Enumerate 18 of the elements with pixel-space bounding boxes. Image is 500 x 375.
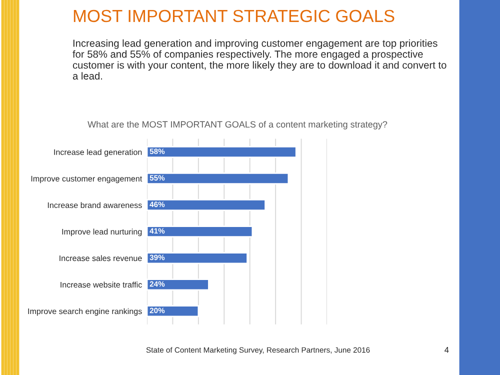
x-axis-title: What are the MOST IMPORTANT GOALS of a content marketing strategy?	[88, 120, 388, 130]
bar	[147, 199, 266, 212]
chart-title: MOST IMPORTANT STRATEGIC GOALS	[74, 10, 394, 22]
y-tick-label: Increase brand awareness	[48, 202, 142, 208]
chart-subtitle: Increasing lead generation and improving customer engagement are top priorities for 58% and 55% of companies respectively. The more engaged a prospective customer is with your content, the more likely they are to download it and convert to a lead.	[72, 39, 446, 80]
y-tick-label: Increase sales revenue	[60, 255, 142, 262]
y-tick-label: Increase lead generation	[54, 149, 142, 157]
bar	[147, 305, 200, 318]
y-tick-label: Improve search engine rankings	[28, 308, 142, 316]
text: 4	[444, 347, 449, 353]
y-tick-label: Improve lead nurturing	[62, 228, 142, 236]
y-tick-label: Improve customer engagement	[31, 176, 142, 184]
y-tick-label: Increase website traffic	[60, 282, 142, 288]
bar	[147, 146, 297, 158]
bar	[147, 278, 210, 291]
bar	[147, 226, 254, 238]
bar	[147, 172, 290, 185]
bar	[147, 252, 248, 264]
